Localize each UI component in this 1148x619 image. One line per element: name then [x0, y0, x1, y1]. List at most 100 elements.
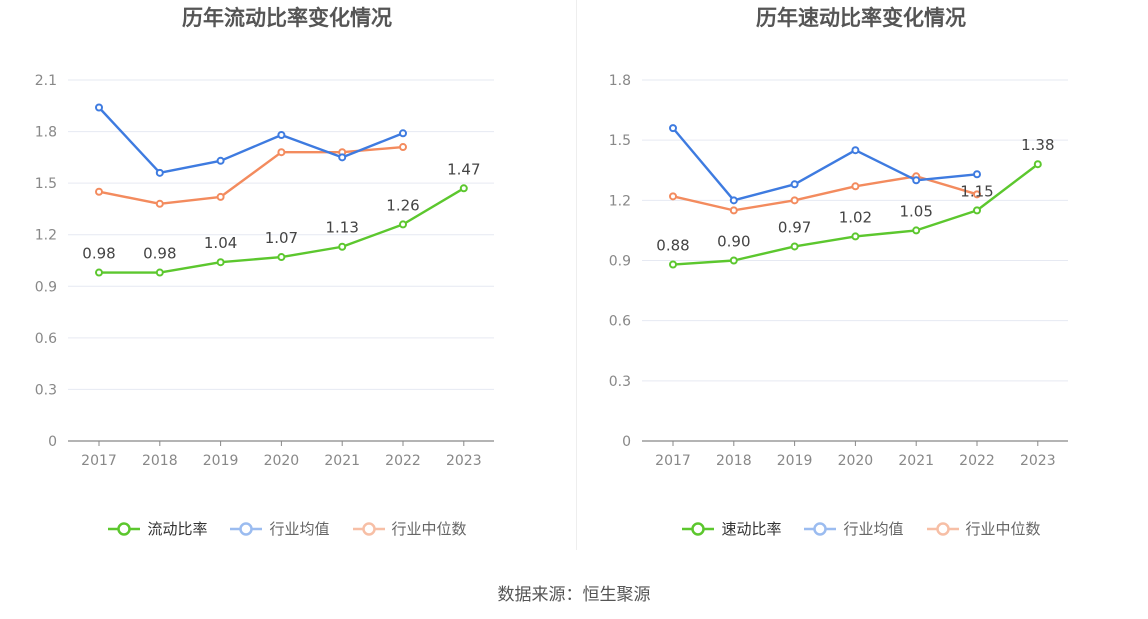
legend-item-industry-average[interactable]: 行业均值: [229, 518, 330, 539]
y-tick-label: 1.8: [35, 125, 57, 141]
y-tick-label: 0: [622, 434, 631, 450]
data-point: [459, 184, 468, 193]
legend-item-industry-median[interactable]: 行业中位数: [926, 518, 1041, 539]
data-point: [155, 168, 164, 177]
data-point: [338, 153, 347, 162]
data-point: [729, 206, 738, 215]
x-tick-label: 2018: [716, 453, 752, 469]
data-point: [95, 103, 103, 112]
data-point: [277, 131, 286, 140]
data-point: [790, 180, 799, 189]
current-ratio-chart: 历年流动比率变化情况 0 0.3 0.6 0.9 1.2 1.5 1.8 2.1 2017 201…: [0, 0, 574, 560]
data-point: [399, 220, 407, 229]
data-point: [851, 232, 860, 241]
y-tick-label: 2.1: [35, 73, 57, 89]
data-point: [95, 268, 103, 277]
x-tick-label: 2022: [385, 453, 421, 469]
data-label: 0.98: [143, 245, 176, 263]
legend-label: 行业均值: [269, 520, 330, 538]
legend: 流动比率 行业均值 行业中位数: [0, 518, 574, 539]
data-point: [669, 192, 677, 201]
data-label: 1.07: [265, 229, 298, 247]
series-line: [98, 145, 404, 205]
data-label: 0.98: [82, 245, 115, 263]
legend-label: 行业中位数: [965, 520, 1041, 538]
legend-marker-icon: [682, 521, 715, 536]
data-point: [216, 192, 225, 201]
legend-marker-icon: [926, 521, 959, 536]
y-tick-label: 0.9: [609, 254, 631, 270]
data-point: [216, 156, 225, 165]
data-point: [95, 187, 103, 196]
data-point: [399, 143, 407, 152]
x-tick-label: 2019: [203, 453, 239, 469]
x-tick-label: 2019: [777, 453, 813, 469]
legend-marker-icon: [108, 521, 141, 536]
legend-marker-icon: [230, 521, 263, 536]
data-point: [1033, 160, 1042, 169]
data-point: [729, 256, 738, 265]
data-label: 1.38: [1021, 136, 1054, 154]
data-label: 1.26: [386, 196, 419, 214]
data-label: 0.97: [778, 218, 811, 236]
data-point: [277, 253, 286, 262]
data-point: [790, 196, 799, 205]
legend-item-industry-average[interactable]: 行业均值: [803, 518, 904, 539]
y-tick-label: 0.6: [35, 331, 57, 347]
quick-ratio-plot: 0 0.3 0.6 0.9 1.2 1.5 1.8 2017 2018 2019 2020 2021 2…: [609, 73, 1068, 469]
data-point: [729, 196, 738, 205]
x-tick-label: 2021: [324, 453, 360, 469]
y-tick-label: 0: [48, 434, 57, 450]
data-point: [851, 146, 860, 155]
y-tick-label: 1.5: [35, 176, 57, 192]
x-tick-label: 2020: [838, 453, 874, 469]
legend: 速动比率 行业均值 行业中位数: [574, 518, 1148, 539]
data-source-note: 数据来源：恒生聚源: [497, 585, 651, 605]
chart-title: 历年速动比率变化情况: [756, 6, 966, 30]
data-point: [669, 260, 677, 269]
data-point: [277, 148, 286, 157]
x-tick-label: 2021: [898, 453, 934, 469]
data-point: [790, 242, 799, 251]
data-label: 1.05: [899, 202, 932, 220]
legend-item-quick-ratio[interactable]: 速动比率: [681, 518, 781, 539]
y-tick-label: 1.2: [35, 228, 57, 244]
y-tick-label: 0.9: [35, 279, 57, 295]
legend-label: 行业均值: [843, 520, 904, 538]
y-tick-label: 1.8: [609, 73, 631, 89]
chart-title: 历年流动比率变化情况: [182, 6, 392, 30]
x-tick-label: 2018: [142, 453, 178, 469]
legend-marker-icon: [352, 521, 385, 536]
legend-label: 速动比率: [721, 520, 782, 538]
data-point: [973, 190, 981, 199]
series-line: [98, 106, 404, 175]
legend-label: 行业中位数: [391, 520, 467, 538]
x-tick-label: 2023: [446, 453, 482, 469]
quick-ratio-chart: 历年速动比率变化情况 0 0.3 0.6 0.9 1.2 1.5 1.8 2017 2018 20…: [574, 0, 1148, 560]
y-tick-label: 0.3: [35, 382, 57, 398]
data-point: [155, 268, 164, 277]
data-point: [973, 206, 981, 215]
legend-item-industry-median[interactable]: 行业中位数: [352, 518, 467, 539]
data-label: 1.47: [447, 160, 480, 178]
x-tick-label: 2023: [1020, 453, 1056, 469]
data-label: 0.88: [656, 237, 689, 255]
data-label: 1.13: [325, 219, 358, 237]
data-point: [155, 199, 164, 208]
legend-item-current-ratio[interactable]: 流动比率: [107, 518, 207, 539]
data-point: [912, 226, 921, 235]
x-tick-label: 2022: [959, 453, 995, 469]
data-point: [973, 170, 981, 179]
data-point: [216, 258, 225, 267]
data-point: [338, 242, 347, 251]
current-ratio-plot: 0 0.3 0.6 0.9 1.2 1.5 1.8 2.1 2017 2018 2019 2020 20…: [35, 73, 494, 469]
x-tick-label: 2017: [81, 453, 117, 469]
y-tick-label: 1.2: [609, 193, 631, 209]
data-point: [669, 124, 677, 133]
data-label: 0.90: [717, 233, 750, 251]
panel-divider: [576, 0, 577, 550]
data-point: [851, 182, 860, 191]
legend-label: 流动比率: [147, 520, 208, 538]
y-tick-label: 1.5: [609, 133, 631, 149]
data-point: [399, 129, 407, 138]
